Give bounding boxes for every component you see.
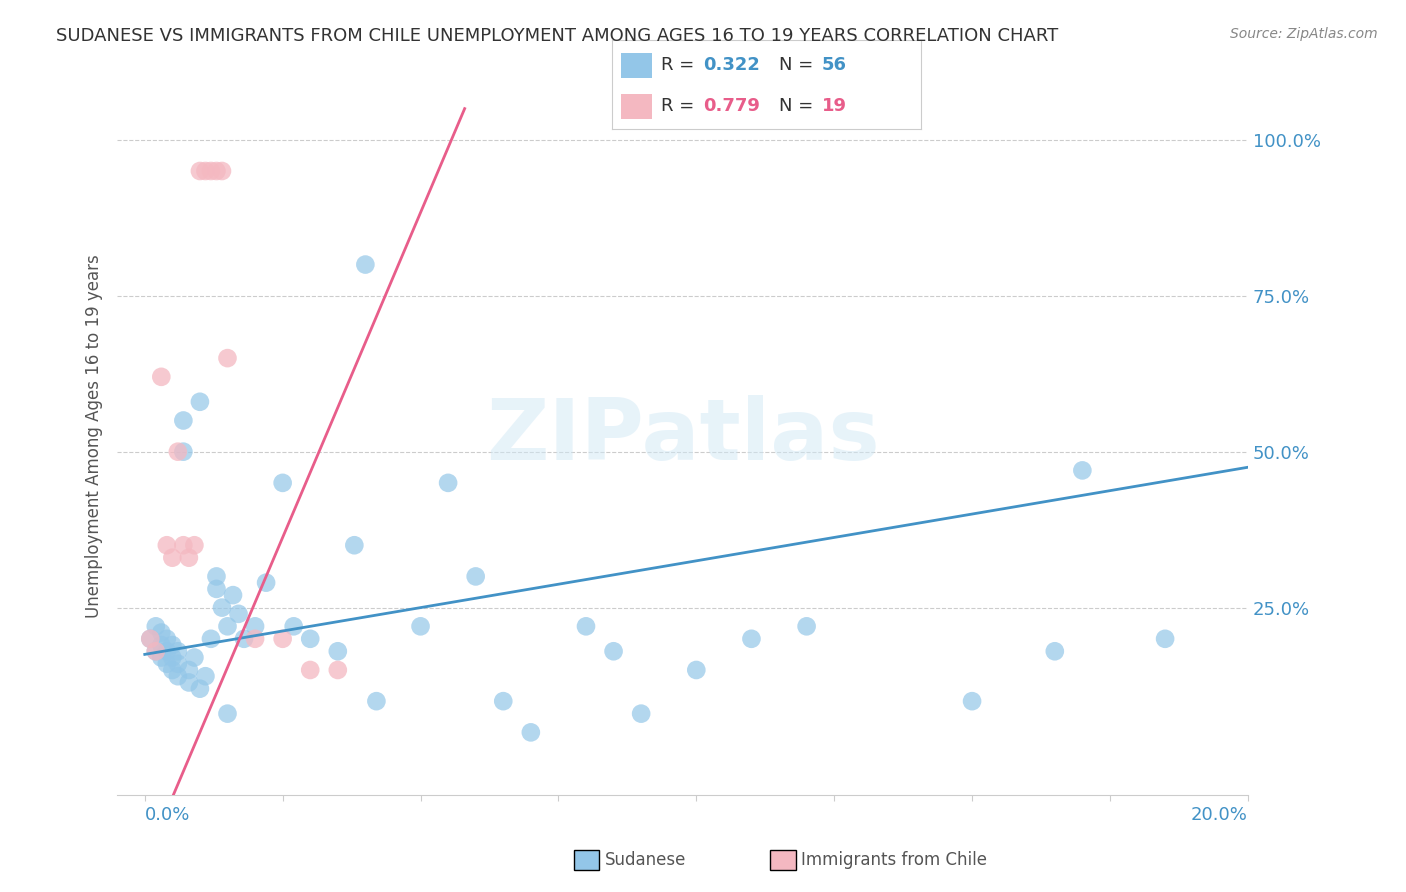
Text: 19: 19	[823, 97, 846, 115]
Text: Immigrants from Chile: Immigrants from Chile	[801, 851, 987, 869]
Text: 0.322: 0.322	[703, 56, 759, 74]
Point	[283, 619, 305, 633]
Point	[217, 619, 239, 633]
Point	[299, 632, 322, 646]
Point	[166, 644, 188, 658]
Point	[200, 632, 222, 646]
Bar	[621, 94, 652, 119]
Point	[205, 164, 228, 178]
Point	[156, 657, 179, 671]
Point	[166, 669, 188, 683]
Point	[211, 600, 233, 615]
Text: N =: N =	[779, 97, 818, 115]
Text: R =: R =	[661, 97, 700, 115]
Point	[156, 632, 179, 646]
Point	[575, 619, 598, 633]
Point	[205, 569, 228, 583]
Point	[343, 538, 366, 552]
Point	[217, 706, 239, 721]
Y-axis label: Unemployment Among Ages 16 to 19 years: Unemployment Among Ages 16 to 19 years	[86, 254, 103, 618]
Point	[217, 351, 239, 365]
Point	[271, 632, 294, 646]
Text: 0.0%: 0.0%	[145, 806, 190, 824]
Point	[437, 475, 460, 490]
Point	[162, 638, 184, 652]
Point	[685, 663, 707, 677]
Point	[188, 394, 211, 409]
Point	[150, 638, 173, 652]
Point	[354, 258, 377, 272]
Text: 20.0%: 20.0%	[1191, 806, 1249, 824]
Text: Source: ZipAtlas.com: Source: ZipAtlas.com	[1230, 27, 1378, 41]
Point	[211, 164, 233, 178]
Point	[150, 650, 173, 665]
Point	[602, 644, 624, 658]
Point	[156, 538, 179, 552]
Point	[326, 644, 349, 658]
Point	[254, 575, 277, 590]
Point	[162, 550, 184, 565]
Point	[464, 569, 486, 583]
Point	[1154, 632, 1177, 646]
Point	[188, 681, 211, 696]
Bar	[621, 53, 652, 78]
Point	[271, 475, 294, 490]
Point	[409, 619, 432, 633]
Point	[1071, 463, 1094, 477]
Point	[145, 644, 167, 658]
Point	[796, 619, 818, 633]
Point	[177, 675, 200, 690]
Point	[243, 632, 266, 646]
Point	[183, 538, 205, 552]
Text: N =: N =	[779, 56, 818, 74]
Point	[177, 663, 200, 677]
Text: 0.779: 0.779	[703, 97, 759, 115]
Point	[520, 725, 543, 739]
Point	[233, 632, 256, 646]
Point	[172, 538, 194, 552]
Point	[166, 657, 188, 671]
Point	[177, 550, 200, 565]
Point	[166, 444, 188, 458]
Point	[366, 694, 388, 708]
Text: 56: 56	[823, 56, 846, 74]
Point	[150, 625, 173, 640]
Point	[162, 663, 184, 677]
Point	[162, 650, 184, 665]
Point	[145, 644, 167, 658]
Point	[1043, 644, 1066, 658]
Point	[183, 650, 205, 665]
Point	[150, 369, 173, 384]
Point	[299, 663, 322, 677]
Text: Sudanese: Sudanese	[605, 851, 686, 869]
Text: SUDANESE VS IMMIGRANTS FROM CHILE UNEMPLOYMENT AMONG AGES 16 TO 19 YEARS CORRELA: SUDANESE VS IMMIGRANTS FROM CHILE UNEMPL…	[56, 27, 1059, 45]
Point	[630, 706, 652, 721]
Point	[188, 164, 211, 178]
Point	[200, 164, 222, 178]
Point	[194, 164, 217, 178]
Point	[492, 694, 515, 708]
Point	[228, 607, 250, 621]
Point	[145, 619, 167, 633]
Point	[194, 669, 217, 683]
Point	[156, 644, 179, 658]
Point	[326, 663, 349, 677]
Point	[139, 632, 162, 646]
Text: ZIPatlas: ZIPatlas	[485, 394, 879, 477]
Point	[960, 694, 983, 708]
Point	[172, 444, 194, 458]
Point	[172, 413, 194, 427]
Point	[243, 619, 266, 633]
Point	[740, 632, 762, 646]
Point	[222, 588, 245, 602]
Text: R =: R =	[661, 56, 700, 74]
Point	[139, 632, 162, 646]
Point	[205, 582, 228, 596]
